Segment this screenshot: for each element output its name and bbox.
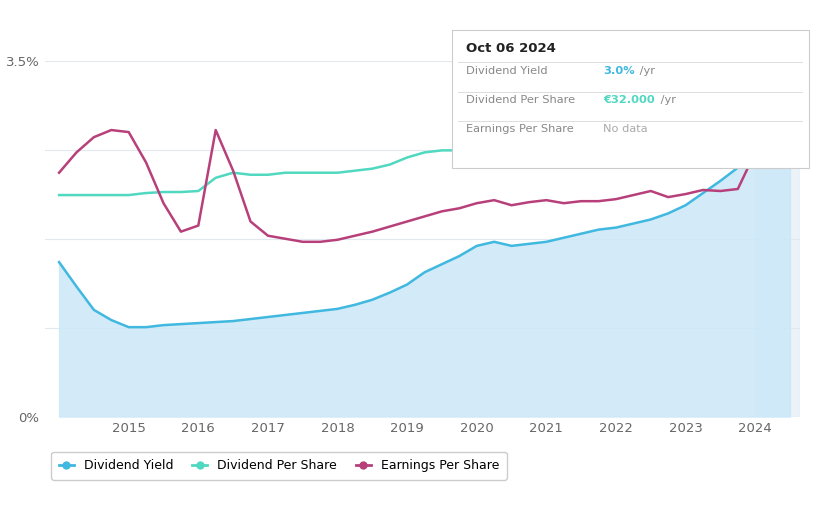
Bar	[755, 61, 800, 417]
Text: No data: No data	[603, 124, 648, 134]
Text: €32.000: €32.000	[603, 95, 655, 105]
Text: Dividend Yield: Dividend Yield	[466, 66, 547, 76]
Text: /yr: /yr	[636, 66, 655, 76]
Text: Earnings Per Share: Earnings Per Share	[466, 124, 573, 134]
Text: Past: Past	[758, 77, 784, 90]
Text: Dividend Per Share: Dividend Per Share	[466, 95, 575, 105]
Text: Oct 06 2024: Oct 06 2024	[466, 42, 555, 55]
Legend: Dividend Yield, Dividend Per Share, Earnings Per Share: Dividend Yield, Dividend Per Share, Earn…	[52, 452, 507, 480]
Text: /yr: /yr	[657, 95, 676, 105]
Text: 3.0%: 3.0%	[603, 66, 635, 76]
